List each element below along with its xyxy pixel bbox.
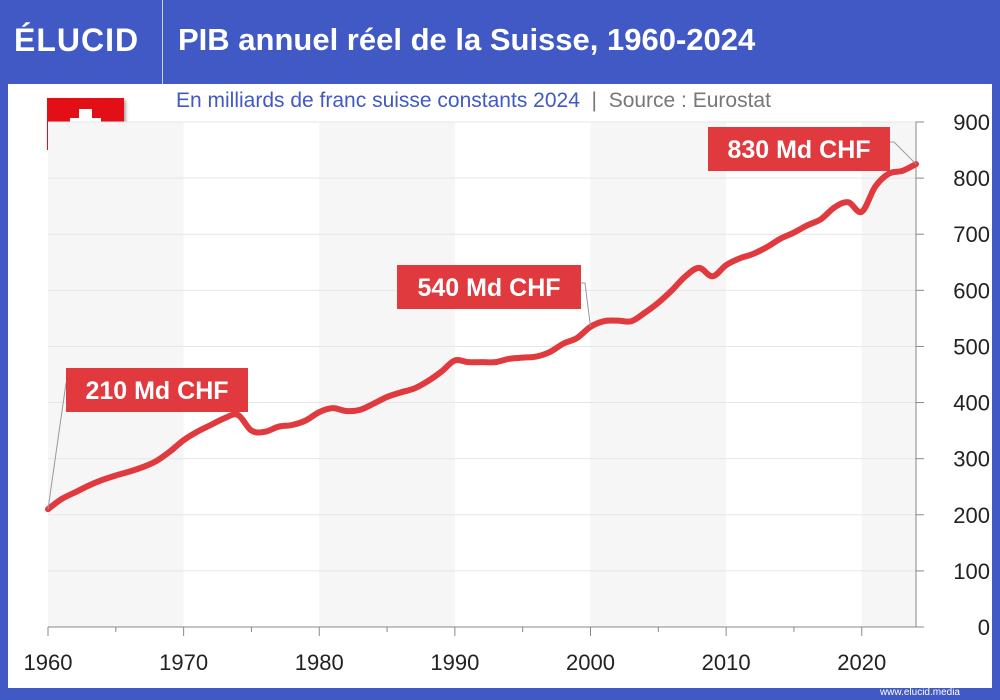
footer-url: www.elucid.media [879, 687, 960, 698]
annotation-box [708, 127, 890, 171]
x-tick-label: 2000 [566, 650, 615, 675]
y-tick-label: 200 [953, 503, 990, 528]
y-tick-label: 400 [953, 391, 990, 416]
annotation-leader [890, 141, 917, 165]
annotation-label: 830 Md CHF [727, 136, 870, 164]
source-text: Source : Eurostat [608, 89, 771, 112]
x-tick-label: 1980 [295, 650, 344, 675]
y-tick-label: 900 [953, 110, 990, 135]
decade-band [319, 122, 455, 627]
y-tick-label: 500 [953, 334, 990, 359]
x-tick-label: 1960 [24, 650, 73, 675]
annotation-label: 540 Md CHF [417, 274, 560, 302]
annotation-leader [581, 282, 591, 327]
x-tick-label: 2010 [702, 650, 751, 675]
decade-band [861, 122, 916, 627]
subtitle: En milliards de franc suisse constants 2… [176, 89, 771, 112]
y-tick-label: 0 [978, 615, 990, 640]
logo: ÉLUCID [14, 22, 140, 58]
annotation-box [397, 265, 581, 309]
y-tick-label: 800 [953, 166, 990, 191]
y-tick-label: 100 [953, 559, 990, 584]
header: ÉLUCID PIB annuel réel de la Suisse, 196… [0, 0, 1000, 84]
y-tick-label: 700 [953, 222, 990, 247]
y-tick-label: 600 [953, 278, 990, 303]
annotation-box [66, 368, 248, 412]
x-tick-label: 2020 [837, 650, 886, 675]
subtitle-text: En milliards de franc suisse constants 2… [176, 89, 580, 112]
decade-band [590, 122, 727, 627]
page-title: PIB annuel réel de la Suisse, 1960-2024 [178, 22, 756, 57]
annotation-label: 210 Md CHF [85, 377, 228, 405]
x-tick-label: 1970 [159, 650, 208, 675]
divider [162, 0, 163, 84]
x-tick-label: 1990 [430, 650, 479, 675]
y-tick-label: 300 [953, 447, 990, 472]
